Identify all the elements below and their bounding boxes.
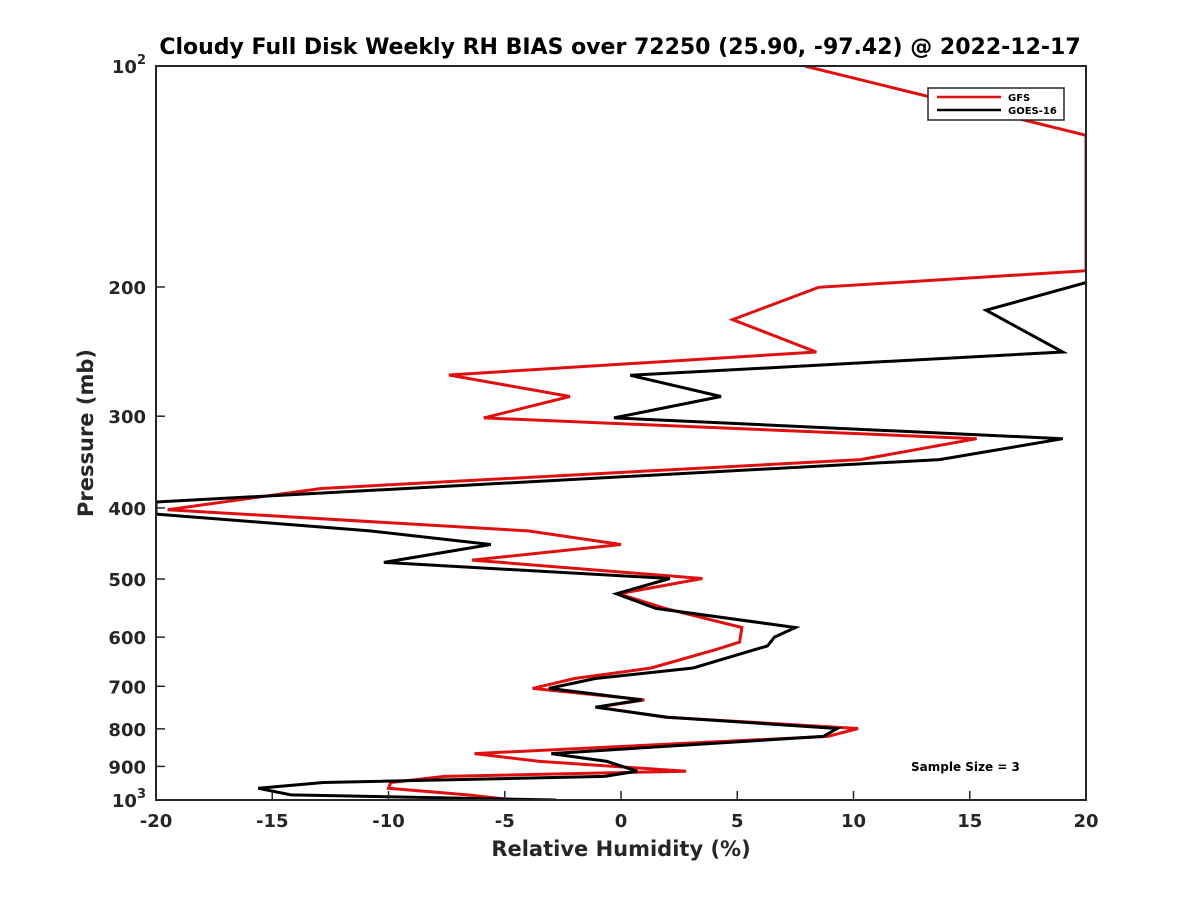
x-tick-label: 0 (615, 811, 628, 832)
y-tick-label: 500 (108, 570, 146, 591)
y-tick-label: 103 (112, 787, 146, 812)
series-layer (156, 66, 1086, 800)
y-tick-label: 600 (108, 628, 146, 649)
y-tick-label: 200 (108, 278, 146, 299)
x-tick-label: 10 (841, 811, 866, 832)
y-axis-label: Pressure (mb) (74, 349, 98, 517)
y-tick-label: 102 (112, 53, 146, 78)
y-tick-label: 700 (108, 677, 146, 698)
y-tick-label: 900 (108, 757, 146, 778)
sample-size-annotation: Sample Size = 3 (911, 760, 1020, 774)
legend-label-gfs: GFS (1008, 93, 1030, 104)
x-tick-label: -20 (140, 811, 173, 832)
series-line-gfs (167, 66, 1086, 800)
x-tick-label: -15 (256, 811, 289, 832)
x-tick-label: 5 (731, 811, 744, 832)
chart-title: Cloudy Full Disk Weekly RH BIAS over 722… (159, 35, 1080, 60)
legend-box (927, 87, 1065, 121)
y-tick-label: 400 (108, 499, 146, 520)
legend-label-goes16: GOES-16 (1008, 106, 1057, 117)
y-tick-label: 800 (108, 720, 146, 741)
series-line-goes16 (156, 281, 1086, 800)
x-tick-label: 20 (1073, 811, 1098, 832)
x-tick-label: -5 (495, 811, 515, 832)
x-axis: -20 -15 -10 -5 0 5 10 15 20 (140, 791, 1099, 832)
x-tick-label: 15 (957, 811, 982, 832)
y-axis: 102 200 300 400 500 600 700 800 900 103 (108, 53, 165, 812)
x-tick-label: -10 (372, 811, 405, 832)
legend: GFS GOES-16 (927, 87, 1065, 121)
x-axis-label: Relative Humidity (%) (491, 837, 750, 861)
y-tick-label: 300 (108, 407, 146, 428)
